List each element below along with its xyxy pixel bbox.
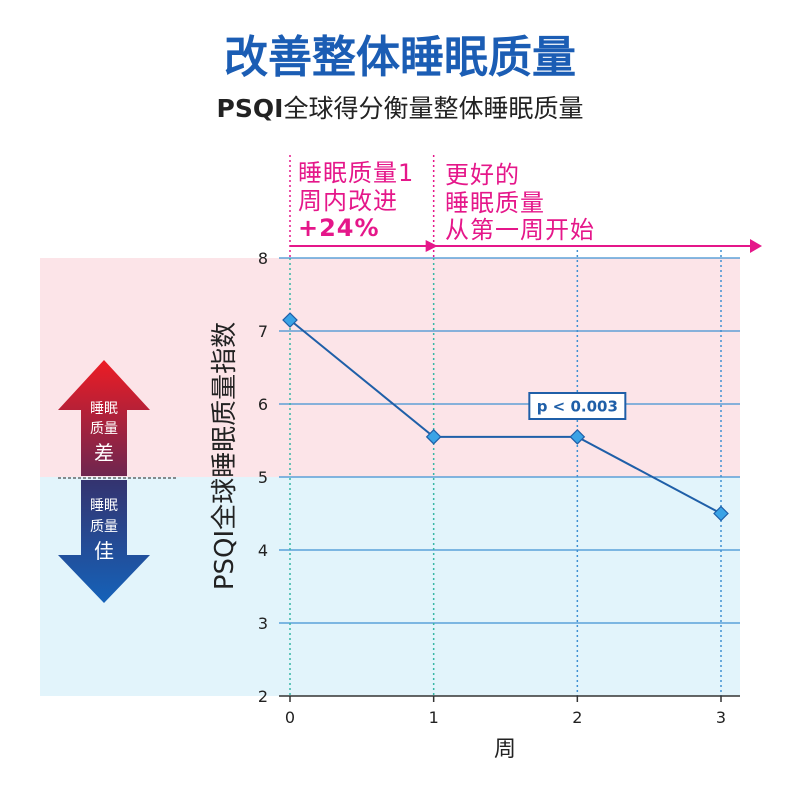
series-line: [289, 319, 722, 515]
improvement-percent: +24%: [298, 214, 380, 242]
improvement-timeline: [290, 239, 762, 253]
arrowhead-icon: [425, 240, 438, 252]
p-value-label: p < 0.003: [537, 398, 618, 416]
y-tick-label: 7: [258, 322, 268, 341]
arrowhead-icon: [750, 239, 762, 253]
data-point: [713, 505, 729, 522]
from-week1-annotation-line: 睡眠质量: [445, 189, 545, 217]
x-axis-label: 周: [494, 737, 516, 762]
x-tick-label: 0: [285, 708, 295, 727]
y-axis-label: PSQI全球睡眠质量指数: [210, 322, 240, 590]
y-tick-label: 4: [258, 541, 268, 560]
y-tick-label: 6: [258, 395, 268, 414]
from-week1-annotation-line: 从第一周开始: [445, 216, 595, 244]
x-tick-label: 1: [429, 708, 439, 727]
subtitle-text: 全球得分衡量整体睡眠质量: [283, 94, 583, 123]
scale-label: 差: [94, 441, 114, 465]
subtitle-abbreviation: PSQI: [217, 94, 284, 123]
y-tick-label: 8: [258, 249, 268, 268]
chart-subtitle: PSQI全球得分衡量整体睡眠质量: [217, 94, 584, 123]
worse-quality-arrow: [58, 360, 150, 476]
scale-label: 质量: [90, 519, 118, 535]
week1-annotation-line: 睡眠质量1: [298, 159, 414, 187]
y-tick-label: 2: [258, 687, 268, 706]
better-quality-arrow: [58, 480, 150, 603]
y-tick-label: 5: [258, 468, 268, 487]
y-tick-label: 3: [258, 614, 268, 633]
from-week1-annotation-line: 更好的: [445, 161, 520, 189]
data-point: [282, 312, 298, 328]
gridlines: [279, 257, 740, 624]
series: p < 0.003: [282, 312, 729, 522]
axes: 2 3 4 5 6 7 8 0 1 2 3: [258, 249, 740, 727]
scale-label: 佳: [94, 539, 114, 563]
x-tick-label: 3: [716, 708, 726, 727]
data-point: [425, 429, 442, 445]
background-band: [40, 258, 740, 477]
x-tick-label: 2: [572, 708, 582, 727]
scale-label: 睡眠: [90, 498, 118, 514]
p-value-box: [528, 392, 627, 420]
from-week1-annotation: 更好的 睡眠质量 从第一周开始: [445, 161, 595, 244]
week1-annotation-line: 周内改进: [298, 187, 398, 215]
data-point: [569, 429, 586, 445]
background-bands: [40, 258, 740, 696]
week-guide-lines: [289, 155, 722, 696]
scale-label: 睡眠: [90, 401, 118, 417]
chart-title: 改善整体睡眠质量: [224, 32, 576, 83]
week1-annotation: 睡眠质量1 周内改进 +24%: [298, 159, 414, 242]
background-band: [40, 477, 740, 696]
scale-label: 质量: [90, 421, 118, 437]
